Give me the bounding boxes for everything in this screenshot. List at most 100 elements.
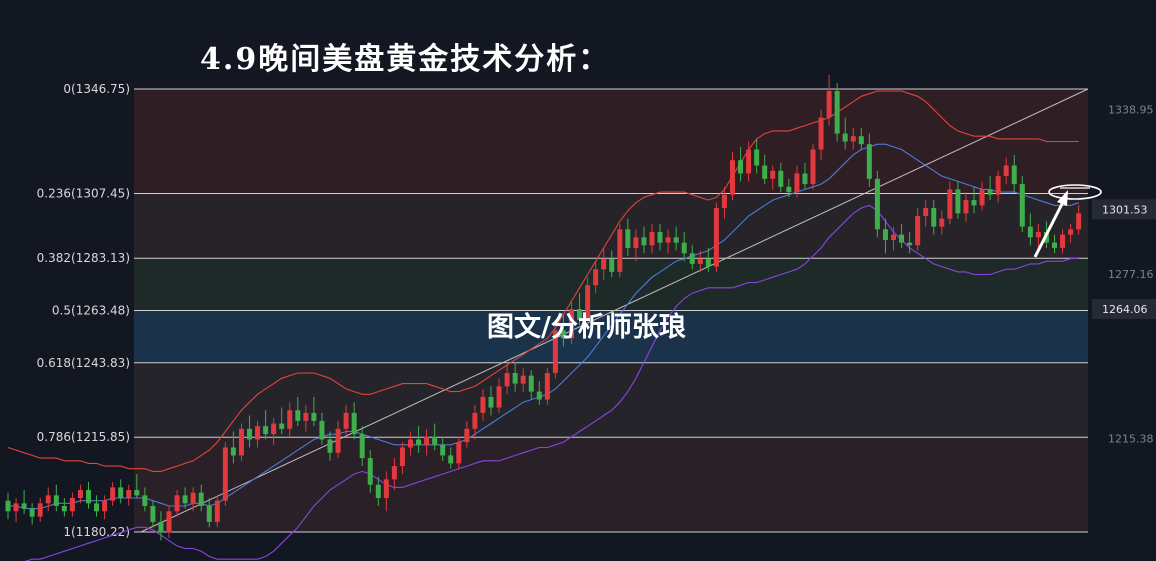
candle-body xyxy=(1076,213,1082,230)
candle-body xyxy=(174,495,180,512)
candle-body xyxy=(601,258,607,270)
candle-body xyxy=(1052,242,1057,248)
candle-body xyxy=(963,200,969,214)
candle-body xyxy=(778,170,784,187)
candle-body xyxy=(383,479,389,499)
candle-body xyxy=(762,165,768,179)
candle-body xyxy=(979,189,985,206)
arrow-head-icon xyxy=(1057,190,1068,206)
candle-body xyxy=(754,149,760,166)
candle-body xyxy=(713,208,719,267)
candle-body xyxy=(593,269,599,286)
candle-body xyxy=(77,490,83,499)
price-tag-label: 1264.06 xyxy=(1102,303,1148,316)
candle-body xyxy=(488,396,494,408)
candle-body xyxy=(730,160,735,195)
candle-body xyxy=(279,423,285,429)
candle-body xyxy=(45,495,51,504)
candle-body xyxy=(311,412,317,421)
candle-body xyxy=(617,229,623,272)
candle-body xyxy=(1003,165,1009,177)
candle-body xyxy=(432,436,438,445)
annotations xyxy=(1033,184,1102,258)
candle-body xyxy=(520,375,526,384)
candle-body xyxy=(190,492,196,504)
candle-body xyxy=(1027,226,1033,238)
candle-body xyxy=(110,487,116,501)
candle-body xyxy=(319,420,325,440)
candle-body xyxy=(102,500,108,512)
candle-body xyxy=(367,458,373,485)
candle-body xyxy=(351,412,357,435)
fib-level-label: 0.382(1283.13) xyxy=(37,251,130,265)
candle-body xyxy=(53,495,59,506)
candle-body xyxy=(359,434,365,459)
candle-body xyxy=(408,439,413,448)
candle-body xyxy=(206,505,212,522)
candle-body xyxy=(335,428,341,453)
candle-body xyxy=(810,149,816,185)
candle-body xyxy=(786,186,792,193)
candle-body xyxy=(738,160,744,174)
candle-body xyxy=(271,423,277,435)
candle-body xyxy=(158,521,164,533)
candle-body xyxy=(569,309,574,339)
candle-body xyxy=(142,495,148,506)
candle-body xyxy=(544,372,550,400)
candle-body xyxy=(456,442,462,464)
fib-zone xyxy=(134,362,1088,438)
candle-body xyxy=(69,498,75,512)
candle-body xyxy=(134,490,140,496)
candle-body xyxy=(230,447,236,456)
candle-body xyxy=(689,253,695,264)
candle-body xyxy=(577,309,583,320)
candle-body xyxy=(641,237,647,246)
author-watermark: 图文/分析师张琅 xyxy=(487,312,686,343)
candle-body xyxy=(939,218,945,227)
fib-level-label: 1(1180.22) xyxy=(63,525,130,539)
page-title: 4.9晚间美盘黄金技术分析： xyxy=(200,42,611,77)
candle-body xyxy=(464,428,470,443)
candle-body xyxy=(1019,184,1025,227)
fib-level-label: 0.786(1215.85) xyxy=(37,430,130,444)
target-arrow xyxy=(1033,199,1066,258)
price-axis-label: 1277.16 xyxy=(1108,268,1154,281)
candle-body xyxy=(585,285,591,320)
candle-body xyxy=(118,487,124,499)
fib-levels: 0(1346.75) 0.236(1307.45) 0.382(1283.13) 0.… xyxy=(37,82,1088,539)
price-tag-label: 1301.53 xyxy=(1102,203,1148,216)
price-axis-label: 1338.95 xyxy=(1108,104,1154,117)
candle-body xyxy=(1035,231,1041,238)
candle-body xyxy=(842,133,848,142)
candle-body xyxy=(536,391,542,400)
candle-body xyxy=(222,447,228,501)
candle-body xyxy=(504,372,510,387)
candle-body xyxy=(987,189,993,195)
candle-body xyxy=(802,173,808,185)
price-tag-bg xyxy=(1092,298,1156,319)
candle-body xyxy=(1011,165,1017,185)
upper-band-line xyxy=(7,90,1079,472)
candle-body xyxy=(94,503,100,512)
candle-body xyxy=(971,200,977,206)
price-tag-bg xyxy=(1092,199,1156,220)
candle-body xyxy=(907,242,913,246)
fib-level-label: 0.5(1263.48) xyxy=(52,304,130,318)
trend-line xyxy=(140,88,1089,533)
candle-body xyxy=(1068,229,1074,235)
price-axis: 1338.95 1301.53 1277.16 1264.06 1215.38 xyxy=(1092,104,1156,445)
candle-body xyxy=(705,258,711,267)
candle-body xyxy=(866,144,872,179)
price-axis-label: 1215.38 xyxy=(1108,432,1154,445)
candle-body xyxy=(673,237,679,243)
fib-level-label: 0(1346.75) xyxy=(63,82,130,96)
candle-body xyxy=(681,242,687,254)
candle-body xyxy=(198,492,204,506)
candle-body xyxy=(21,503,27,509)
candle-body xyxy=(528,375,534,392)
candle-body xyxy=(238,428,244,456)
candle-body xyxy=(287,410,293,429)
candle-body xyxy=(874,178,880,230)
candle-body xyxy=(391,466,397,480)
